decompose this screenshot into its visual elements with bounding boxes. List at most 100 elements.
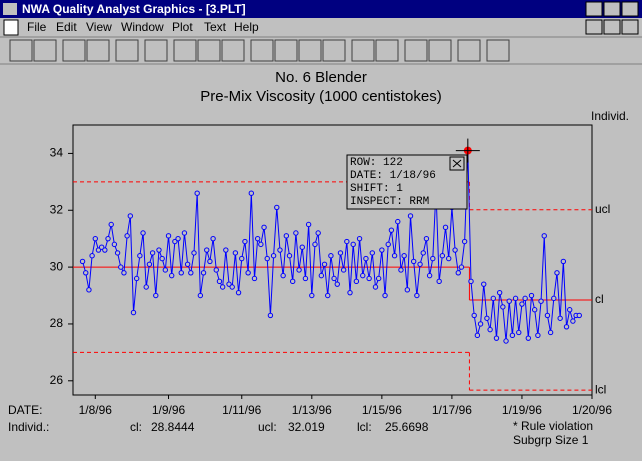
data-point bbox=[191, 250, 197, 256]
data-point bbox=[360, 272, 366, 279]
data-point bbox=[535, 332, 541, 339]
ucl-label: ucl bbox=[595, 202, 610, 216]
footer-lcl-value: 25.6698 bbox=[385, 420, 429, 434]
menu-item[interactable]: Help bbox=[234, 20, 259, 34]
toolbar-button[interactable] bbox=[428, 39, 452, 62]
data-point bbox=[102, 247, 108, 253]
toolbar-button[interactable] bbox=[9, 39, 33, 62]
data-point bbox=[210, 235, 216, 242]
data-point bbox=[149, 250, 156, 256]
data-point bbox=[188, 270, 194, 276]
toolbar-button[interactable] bbox=[375, 39, 399, 62]
toolbar-button[interactable] bbox=[351, 39, 375, 62]
data-point bbox=[414, 292, 420, 299]
data-point bbox=[541, 233, 547, 239]
y-tick-label: 34 bbox=[50, 146, 64, 160]
data-point bbox=[204, 247, 210, 253]
data-point bbox=[178, 270, 184, 276]
data-point bbox=[430, 255, 436, 262]
data-point bbox=[184, 261, 191, 267]
menu-item[interactable]: View bbox=[86, 20, 112, 34]
data-point bbox=[239, 255, 245, 262]
data-point bbox=[334, 281, 340, 287]
toolbar-button[interactable] bbox=[62, 39, 86, 62]
x-tick-label: 1/11/96 bbox=[222, 403, 261, 417]
data-point bbox=[337, 250, 344, 256]
toolbar-button[interactable] bbox=[221, 39, 245, 62]
doc-minimize-button[interactable] bbox=[585, 19, 603, 35]
toolbar-button[interactable] bbox=[86, 39, 110, 62]
data-point bbox=[302, 275, 309, 282]
data-point bbox=[137, 253, 143, 259]
app-icon[interactable] bbox=[3, 3, 17, 15]
minimize-button[interactable] bbox=[585, 1, 603, 17]
data-point bbox=[216, 278, 223, 285]
data-point bbox=[410, 258, 417, 265]
data-point bbox=[261, 224, 267, 231]
data-point bbox=[226, 281, 232, 287]
toolbar-button[interactable] bbox=[404, 39, 428, 62]
doc-close-button[interactable] bbox=[621, 19, 639, 35]
data-point bbox=[293, 230, 299, 236]
toolbar-button[interactable] bbox=[144, 39, 168, 62]
tooltip-close-x bbox=[452, 159, 462, 168]
data-point bbox=[538, 298, 544, 304]
data-point bbox=[344, 238, 350, 245]
toolbar-button[interactable] bbox=[115, 39, 139, 62]
data-point bbox=[254, 235, 261, 242]
toolbar-button[interactable] bbox=[457, 39, 481, 62]
data-point bbox=[105, 235, 111, 242]
data-point bbox=[248, 190, 255, 196]
x-label: DATE: bbox=[8, 403, 42, 417]
data-point bbox=[547, 329, 554, 336]
data-point bbox=[439, 253, 446, 259]
data-point bbox=[274, 204, 280, 211]
data-point bbox=[309, 292, 315, 299]
tooltip-line: SHIFT: 1 bbox=[350, 183, 403, 195]
data-point bbox=[229, 284, 235, 290]
menu-item[interactable]: Window bbox=[121, 20, 164, 34]
menu-item[interactable]: Plot bbox=[172, 20, 193, 34]
data-point bbox=[289, 278, 296, 285]
y-tick-label: 32 bbox=[50, 202, 64, 216]
data-point bbox=[544, 312, 551, 319]
y-tick-label: 30 bbox=[50, 259, 64, 273]
toolbar-button[interactable] bbox=[486, 39, 510, 62]
plot-frame bbox=[72, 124, 593, 396]
data-point bbox=[458, 264, 465, 270]
data-point bbox=[200, 270, 207, 276]
x-tick-label: 1/9/96 bbox=[152, 403, 186, 417]
toolbar-button[interactable] bbox=[33, 39, 57, 62]
data-point bbox=[385, 241, 391, 248]
menu-item[interactable]: File bbox=[27, 20, 47, 34]
toolbar-button[interactable] bbox=[173, 39, 197, 62]
data-point bbox=[165, 233, 172, 239]
data-point bbox=[379, 247, 385, 253]
data-point bbox=[175, 235, 181, 242]
close-button[interactable] bbox=[621, 1, 639, 17]
data-point bbox=[312, 241, 318, 248]
maximize-button[interactable] bbox=[603, 1, 621, 17]
toolbar-button[interactable] bbox=[250, 39, 274, 62]
footer-cl-value: 28.8444 bbox=[151, 420, 195, 434]
data-point bbox=[181, 230, 188, 236]
toolbar-button[interactable] bbox=[274, 39, 298, 62]
data-point bbox=[232, 250, 239, 256]
menu-item[interactable]: Edit bbox=[56, 20, 77, 34]
data-point bbox=[315, 230, 321, 236]
toolbar-button[interactable] bbox=[322, 39, 346, 62]
doc-restore-button[interactable] bbox=[603, 19, 621, 35]
footer-note: * Rule violation bbox=[513, 419, 593, 433]
tooltip-line: INSPECT: RRM bbox=[350, 196, 429, 208]
toolbar-button[interactable] bbox=[298, 39, 322, 62]
data-point bbox=[98, 244, 105, 250]
data-point bbox=[401, 253, 407, 259]
data-point bbox=[436, 278, 442, 285]
toolbar-button[interactable] bbox=[197, 39, 221, 62]
data-point bbox=[366, 275, 372, 282]
menu-item[interactable]: Text bbox=[204, 20, 227, 34]
data-point bbox=[446, 255, 452, 262]
data-point bbox=[283, 233, 290, 239]
data-point bbox=[213, 267, 219, 273]
